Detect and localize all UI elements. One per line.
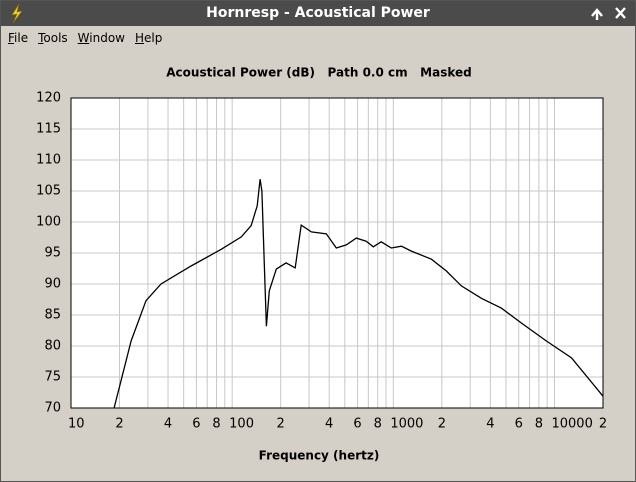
menu-item[interactable]: Tools — [38, 31, 68, 45]
x-tick-label: 2 — [599, 417, 607, 432]
title-bar: Hornresp - Acoustical Power — [1, 1, 635, 26]
app-icon — [11, 3, 23, 24]
x-tick-label: 10 — [68, 417, 85, 432]
x-tick-label: 6 — [353, 417, 361, 432]
plot-frame — [70, 97, 604, 409]
x-tick-label: 2 — [438, 417, 446, 432]
x-tick-label: 8 — [374, 417, 382, 432]
x-tick-label: 8 — [535, 417, 543, 432]
menu-item[interactable]: File — [8, 31, 29, 45]
y-tick-label: 115 — [36, 122, 61, 137]
y-tick-label: 105 — [36, 184, 61, 199]
x-axis-title: Frequency (hertz) — [259, 449, 380, 463]
data-line — [113, 179, 604, 409]
x-tick-label: 4 — [325, 417, 333, 432]
y-tick-label: 95 — [44, 246, 61, 261]
y-tick-label: 110 — [36, 153, 61, 168]
x-tick-label: 4 — [486, 417, 494, 432]
close-button[interactable] — [613, 1, 629, 26]
x-tick-label: 2 — [277, 417, 285, 432]
window-title: Hornresp - Acoustical Power — [206, 5, 430, 21]
menu-item[interactable]: Window — [77, 31, 125, 45]
x-tick-label: 6 — [192, 417, 200, 432]
maximize-button[interactable] — [589, 1, 605, 26]
x-tick-label: 1000 — [390, 417, 423, 432]
y-tick-label: 85 — [44, 308, 61, 323]
menu-bar: File Tools Window Help — [1, 26, 635, 50]
y-tick-label: 90 — [44, 277, 61, 292]
y-tick-label: 100 — [36, 215, 61, 230]
x-tick-label: 100 — [229, 417, 254, 432]
chart-title: Acoustical Power (dB) Path 0.0 cm Masked — [166, 66, 471, 80]
y-tick-label: 80 — [44, 339, 61, 354]
x-tick-label: 4 — [164, 417, 172, 432]
x-tick-label: 2 — [115, 417, 123, 432]
menu-item[interactable]: Help — [135, 31, 163, 45]
y-tick-label: 120 — [36, 91, 61, 106]
x-tick-label: 8 — [212, 417, 220, 432]
x-tick-label: 6 — [515, 417, 523, 432]
y-tick-label: 70 — [44, 401, 61, 416]
x-tick-label: 10000 — [551, 417, 592, 432]
y-tick-label: 75 — [44, 370, 61, 385]
